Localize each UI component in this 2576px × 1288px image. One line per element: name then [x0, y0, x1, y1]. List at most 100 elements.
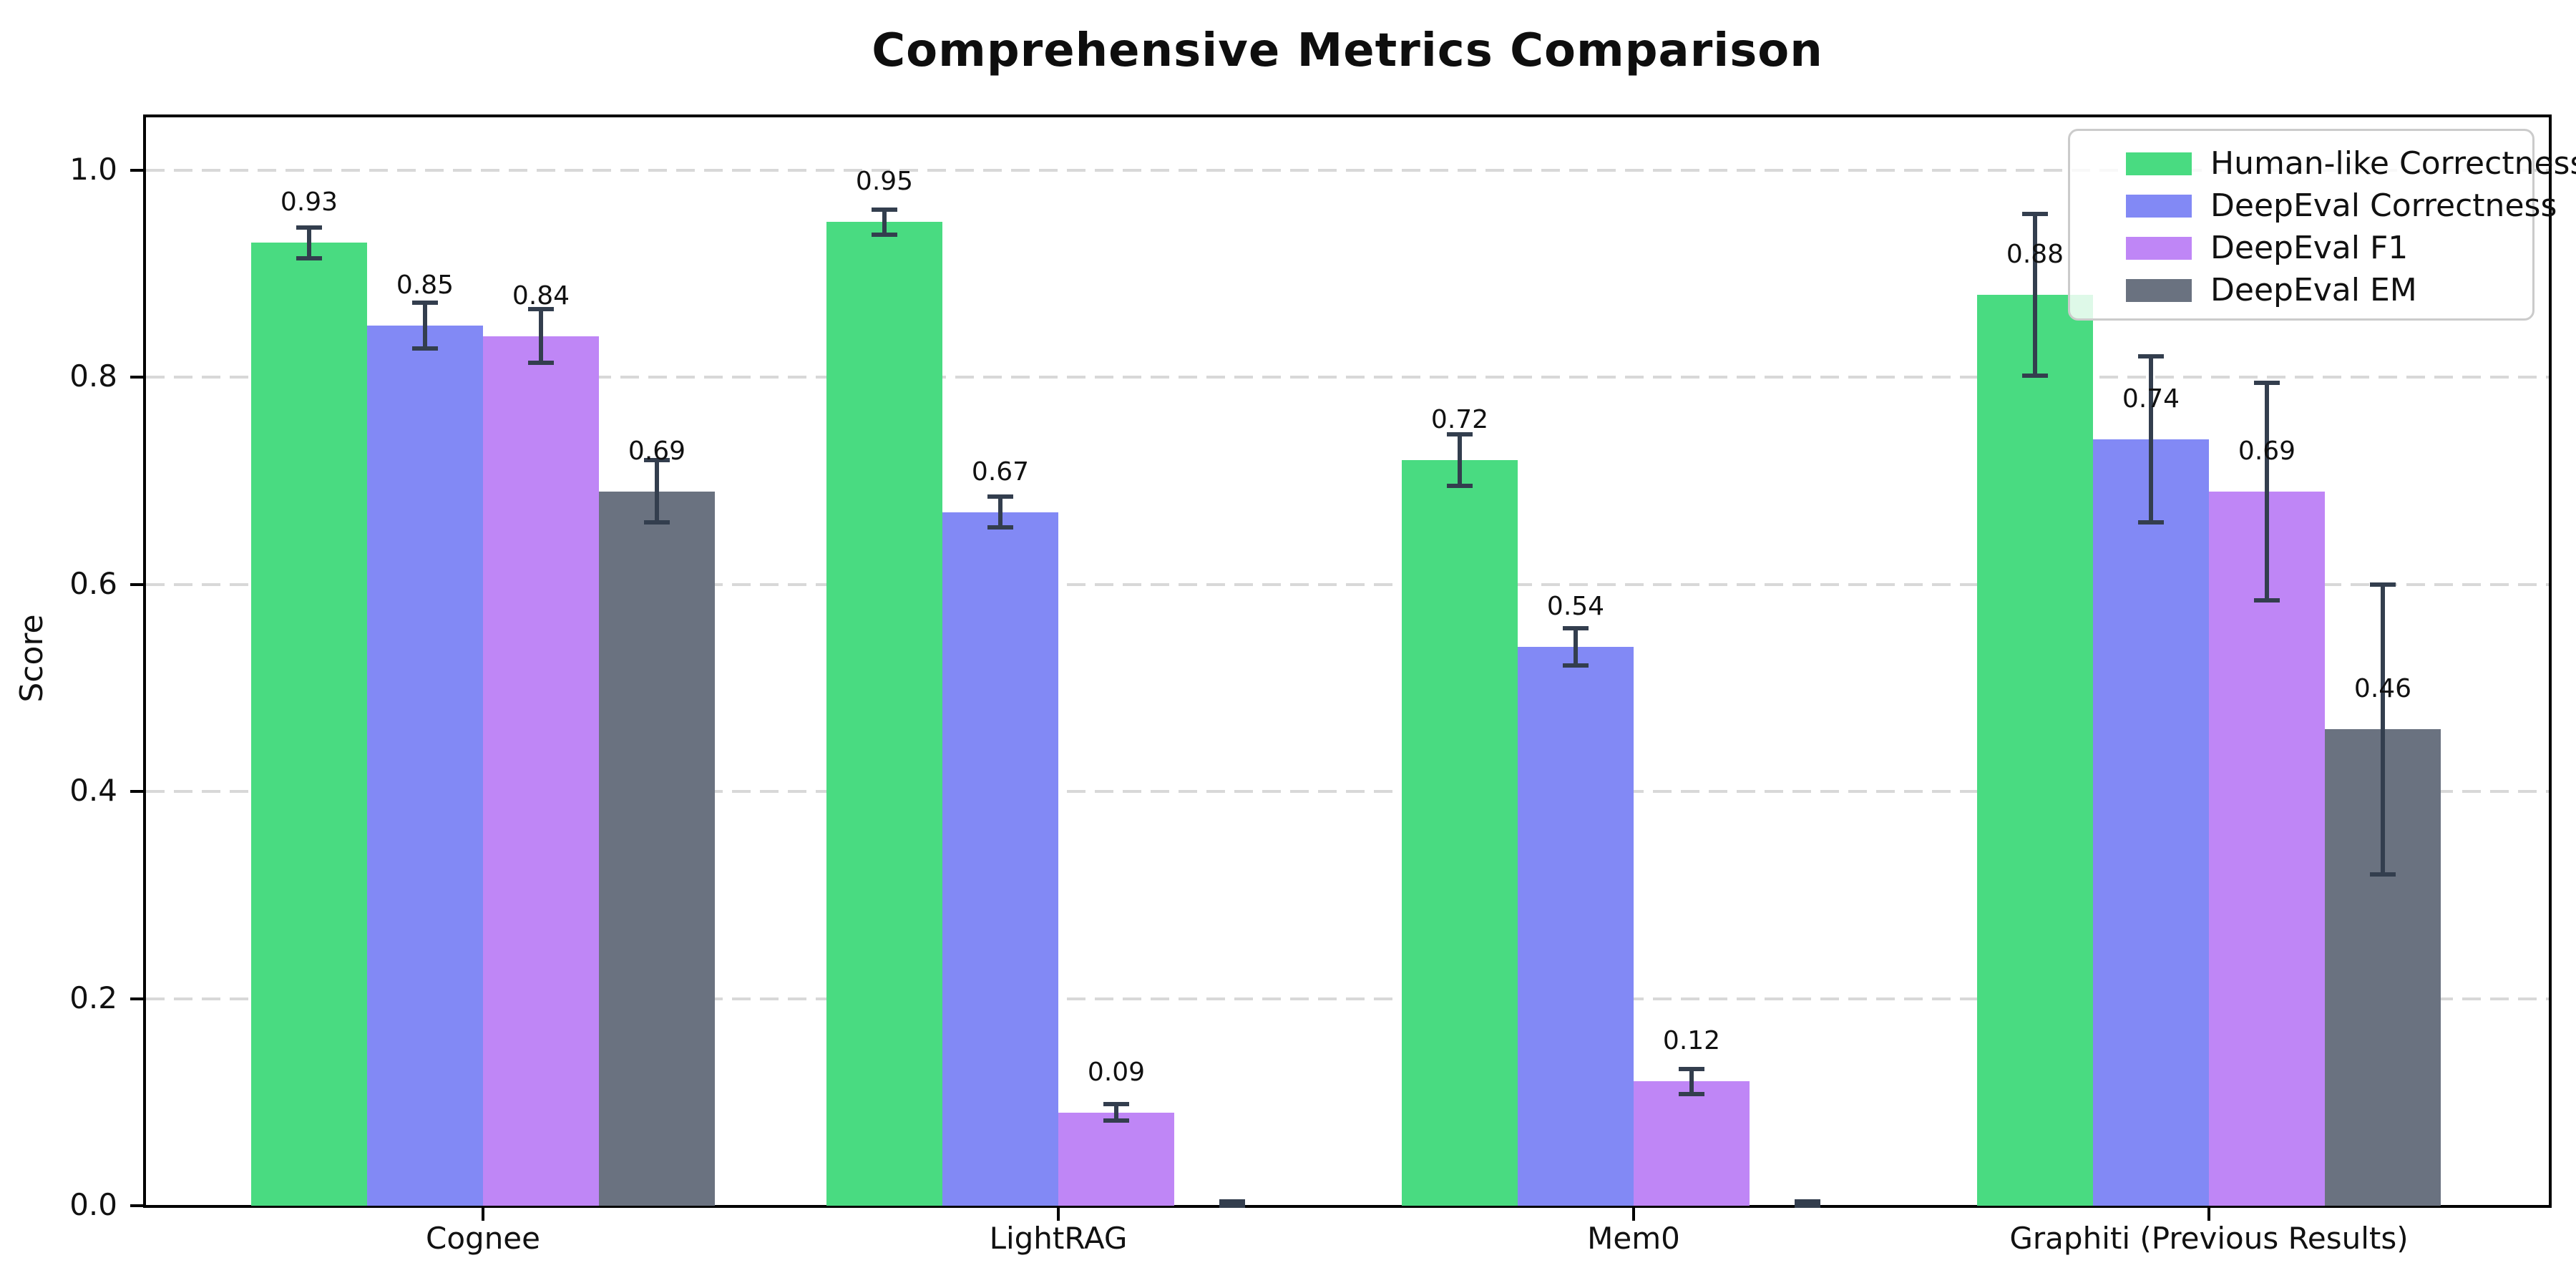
bar-value-label: 0.85: [396, 270, 454, 301]
error-bar-cap-top: [296, 225, 322, 230]
bar: [1977, 294, 2093, 1206]
bar-value-label: 0.93: [280, 187, 338, 218]
gridline: [146, 790, 2549, 794]
error-bar-cap-bottom: [644, 519, 670, 525]
bar: [483, 336, 599, 1206]
bar: [367, 326, 483, 1206]
x-tick-label: Cognee: [426, 1221, 540, 1256]
error-bar-line: [1114, 1104, 1118, 1121]
x-tick-label: Graphiti (Previous Results): [2009, 1221, 2409, 1256]
error-bar-cap-bottom: [1447, 484, 1473, 489]
bar: [1518, 646, 1634, 1206]
x-tick-mark: [482, 1208, 484, 1221]
legend-color-swatch: [2126, 152, 2192, 175]
error-bar-cap-top: [528, 306, 554, 311]
error-bar-cap-bottom: [1795, 1204, 1820, 1208]
error-bar-line: [1458, 434, 1462, 487]
bar-value-label: 0.74: [2122, 384, 2180, 414]
error-bar-cap-top: [1679, 1066, 1704, 1071]
x-tick-label: Mem0: [1587, 1221, 1680, 1256]
legend-item-label: DeepEval F1: [2210, 230, 2409, 266]
error-bar-line: [2033, 213, 2037, 376]
error-bar-cap-top: [872, 207, 897, 212]
plot-area: [143, 114, 2552, 1208]
error-bar-cap-bottom: [412, 346, 438, 351]
error-bar-line: [539, 308, 543, 364]
bar-value-label: 0.54: [1546, 591, 1605, 621]
error-bar-cap-top: [1795, 1199, 1820, 1204]
gridline: [146, 169, 2549, 172]
bar-value-label: 0.46: [2353, 674, 2412, 704]
legend-item: DeepEval EM: [2126, 269, 2532, 311]
error-bar-cap-top: [1447, 431, 1473, 436]
error-bar-line: [2381, 584, 2385, 874]
legend-item: DeepEval F1: [2126, 227, 2532, 269]
bar: [599, 491, 715, 1206]
error-bar-cap-top: [2370, 582, 2396, 587]
error-bar-cap-top: [2138, 354, 2164, 359]
y-tick-mark: [130, 1204, 143, 1207]
legend-item: Human-like Correctness: [2126, 142, 2576, 185]
bar-value-label: 0.95: [855, 167, 914, 197]
legend-color-swatch: [2126, 194, 2192, 218]
gridline: [146, 376, 2549, 379]
x-tick-mark: [1057, 1208, 1060, 1221]
bar: [2093, 439, 2209, 1206]
error-bar-line: [2265, 382, 2269, 600]
error-bar-cap-bottom: [872, 232, 897, 237]
bar: [1634, 1081, 1750, 1206]
y-tick-mark: [130, 169, 143, 172]
error-bar-line: [307, 227, 311, 258]
x-tick-mark: [1632, 1208, 1635, 1221]
bar-value-label: 0.12: [1662, 1026, 1721, 1056]
error-bar-cap-bottom: [1219, 1204, 1245, 1208]
legend-item-label: DeepEval Correctness: [2210, 187, 2557, 224]
error-bar-cap-top: [1219, 1199, 1245, 1204]
bar-value-label: 0.09: [1087, 1057, 1146, 1087]
error-bar-cap-top: [987, 494, 1013, 499]
legend-item-label: DeepEval EM: [2210, 272, 2417, 308]
y-tick-label: 0.4: [69, 773, 117, 809]
y-tick-mark: [130, 997, 143, 1000]
error-bar-cap-bottom: [987, 525, 1013, 530]
y-tick-mark: [130, 790, 143, 794]
error-bar-cap-bottom: [1563, 663, 1589, 668]
error-bar-cap-bottom: [1679, 1091, 1704, 1096]
bar: [826, 222, 942, 1206]
gridline: [146, 997, 2549, 1000]
bar: [1402, 460, 1518, 1206]
error-bar-line: [1574, 628, 1578, 665]
y-tick-label: 0.8: [69, 358, 117, 394]
bar: [942, 512, 1058, 1206]
error-bar-line: [882, 209, 887, 235]
error-bar-line: [1689, 1068, 1694, 1094]
legend-color-swatch: [2126, 236, 2192, 260]
error-bar-cap-bottom: [1103, 1118, 1129, 1123]
bar-value-label: 0.84: [512, 280, 570, 311]
legend-item-label: Human-like Correctness: [2210, 145, 2576, 182]
bar: [2209, 491, 2325, 1206]
x-tick-label: LightRAG: [989, 1221, 1128, 1256]
bar-value-label: 0.67: [971, 457, 1030, 487]
legend: Human-like Correctness DeepEval Correctne…: [2068, 129, 2576, 321]
error-bar-line: [655, 460, 659, 522]
bar-value-label: 0.72: [1430, 405, 1489, 435]
bar-value-label: 0.69: [628, 436, 686, 466]
y-tick-label: 0.6: [69, 565, 117, 601]
error-bar-cap-top: [2022, 211, 2048, 216]
bar-value-label: 0.69: [2238, 436, 2296, 466]
y-axis-label: Score: [14, 614, 50, 703]
gridline: [146, 582, 2549, 586]
legend-item: DeepEval Correctness: [2126, 185, 2557, 227]
error-bar-cap-top: [2254, 380, 2280, 385]
bar-value-label: 0.88: [2006, 239, 2064, 269]
error-bar-cap-bottom: [2138, 519, 2164, 525]
y-tick-label: 0.0: [69, 1187, 117, 1222]
y-tick-mark: [130, 582, 143, 586]
y-tick-mark: [130, 376, 143, 379]
error-bar-cap-bottom: [296, 255, 322, 260]
chart-title: Comprehensive Metrics Comparison: [872, 24, 1823, 77]
error-bar-cap-top: [644, 458, 670, 463]
error-bar-line: [2149, 356, 2153, 522]
